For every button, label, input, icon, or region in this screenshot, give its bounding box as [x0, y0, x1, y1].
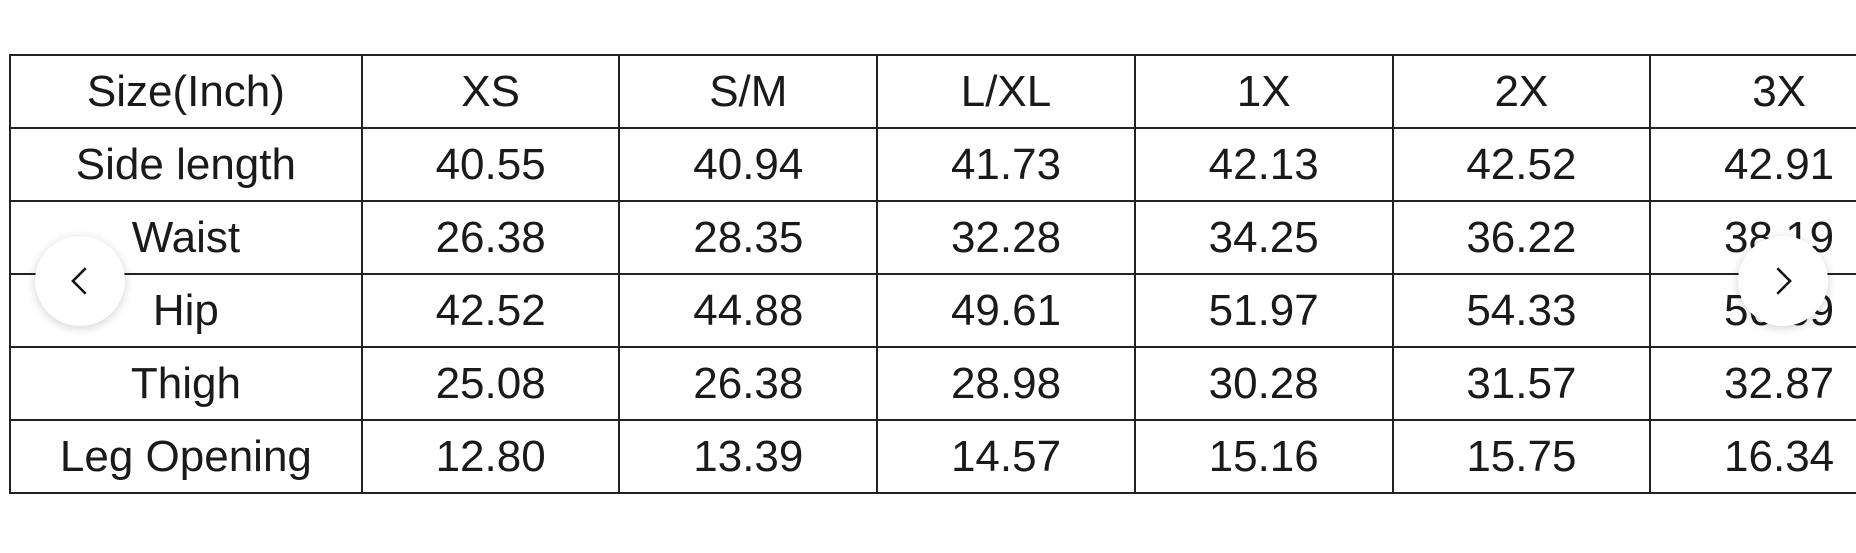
chevron-right-icon [1776, 267, 1792, 295]
table-cell: 13.39 [618, 419, 879, 494]
row-label-cell: Side length [9, 127, 363, 202]
chevron-left-icon [71, 267, 87, 295]
table-cell: 15.16 [1133, 419, 1394, 494]
table-cell: 32.87 [1649, 346, 1856, 421]
table-row: Thigh 25.08 26.38 28.98 30.28 31.57 32.87 [9, 346, 1856, 421]
table-cell: 12.80 [360, 419, 621, 494]
table-cell: 28.35 [618, 200, 879, 275]
table-cell: 32.28 [876, 200, 1136, 275]
table-cell: 41.73 [876, 127, 1136, 202]
table-cell: 16.34 [1649, 419, 1856, 494]
table-row: Side length 40.55 40.94 41.73 42.13 42.52 42.9… [9, 127, 1856, 202]
header-row: Size(Inch) XS S/M L/XL 1X 2X 3X [9, 54, 1856, 129]
table-cell: 34.25 [1133, 200, 1394, 275]
table-cell: 42.13 [1133, 127, 1394, 202]
row-label-cell: Size(Inch) [9, 54, 363, 129]
table-cell: 40.94 [618, 127, 879, 202]
table-cell: 54.33 [1391, 273, 1652, 348]
table-cell: 1X [1133, 54, 1394, 129]
table-cell: 14.57 [876, 419, 1136, 494]
row-label-cell: Leg Opening [9, 419, 363, 494]
carousel-prev-button[interactable] [35, 236, 125, 326]
size-chart-table: Size(Inch) XS S/M L/XL 1X 2X 3X Side length 40.5… [9, 54, 1856, 494]
table-cell: 49.61 [876, 273, 1136, 348]
table-cell: 2X [1391, 54, 1652, 129]
table-cell: 31.57 [1391, 346, 1652, 421]
table-cell: 15.75 [1391, 419, 1652, 494]
row-label-cell: Thigh [9, 346, 363, 421]
table-cell: 40.55 [360, 127, 621, 202]
table-cell: S/M [618, 54, 879, 129]
table-cell: XS [360, 54, 621, 129]
table-cell: 42.91 [1649, 127, 1856, 202]
table-cell: 26.38 [618, 346, 879, 421]
table-cell: 25.08 [360, 346, 621, 421]
table-cell: 28.98 [876, 346, 1136, 421]
table-cell: 44.88 [618, 273, 879, 348]
table-cell: 3X [1649, 54, 1856, 129]
table-cell: 30.28 [1133, 346, 1394, 421]
table-cell: 42.52 [1391, 127, 1652, 202]
table-cell: 26.38 [360, 200, 621, 275]
table-cell: 36.22 [1391, 200, 1652, 275]
table-cell: 42.52 [360, 273, 621, 348]
carousel-next-button[interactable] [1738, 236, 1828, 326]
table-cell: 51.97 [1133, 273, 1394, 348]
table-row: Leg Opening 12.80 13.39 14.57 15.16 15.75 16.3… [9, 419, 1856, 494]
table-cell: L/XL [876, 54, 1136, 129]
